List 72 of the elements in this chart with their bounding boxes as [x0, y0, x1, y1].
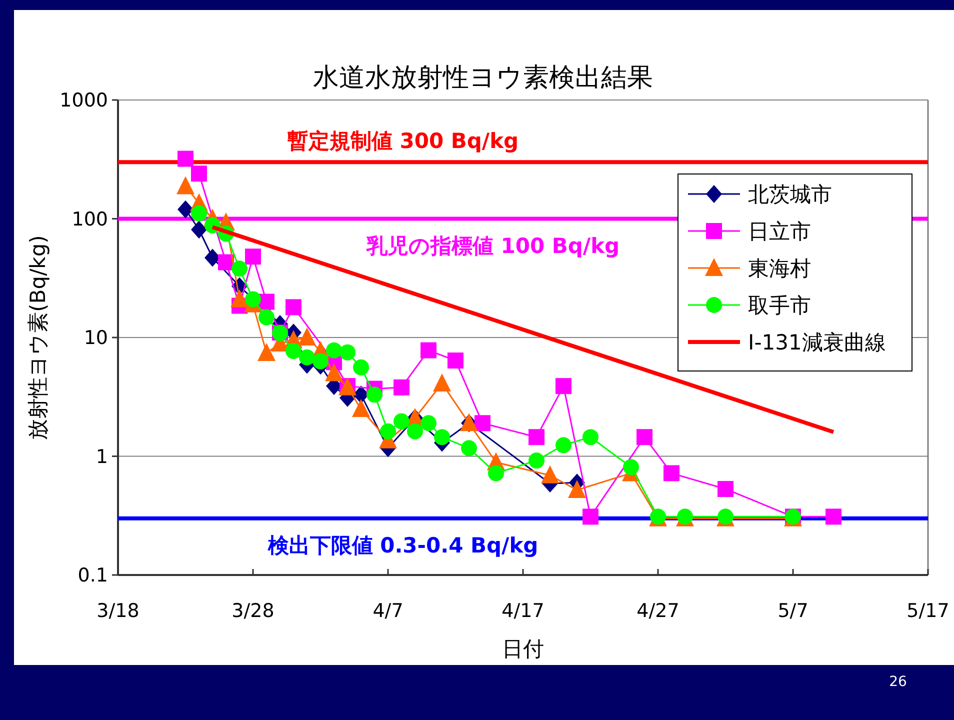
- point: [420, 415, 436, 432]
- point: [474, 415, 490, 432]
- point: [448, 352, 464, 369]
- ref-line-label: 暫定規制値 300 Bq/kg: [287, 129, 519, 154]
- point: [326, 342, 342, 358]
- x-tick-label: 3/28: [232, 600, 274, 622]
- point: [461, 440, 477, 456]
- point: [176, 176, 194, 194]
- point: [191, 205, 207, 222]
- x-tick-label: 5/7: [778, 600, 808, 622]
- y-tick-label: 100: [72, 208, 108, 230]
- point: [623, 459, 639, 476]
- point: [556, 437, 572, 454]
- point: [286, 299, 302, 316]
- ref-line-label: 検出下限値 0.3-0.4 Bq/kg: [266, 533, 538, 558]
- point: [556, 378, 572, 394]
- y-axis-title: 放射性ヨウ素(Bq/kg): [26, 235, 50, 440]
- point: [258, 309, 274, 326]
- point: [394, 413, 410, 430]
- point: [528, 429, 544, 446]
- point: [245, 248, 261, 265]
- point: [232, 260, 248, 277]
- y-tick-label: 1000: [60, 90, 108, 112]
- x-tick-label: 4/7: [372, 600, 404, 622]
- point: [664, 465, 680, 482]
- point: [826, 508, 842, 525]
- legend-label: I-131減衰曲線: [748, 330, 886, 355]
- x-tick-label: 3/18: [96, 600, 140, 622]
- x-tick-label: 4/17: [502, 600, 544, 622]
- legend-label: 東海村: [748, 256, 811, 281]
- point: [178, 200, 194, 218]
- point: [718, 480, 734, 497]
- point: [191, 220, 207, 239]
- point: [353, 359, 369, 376]
- point: [394, 379, 410, 396]
- text: 26: [889, 674, 907, 690]
- chart-title: 水道水放射性ヨウ素検出結果: [313, 63, 653, 93]
- point: [245, 291, 261, 308]
- ref-line-label: 乳児の指標値 100 Bq/kg: [365, 234, 620, 258]
- point: [325, 363, 343, 382]
- point: [286, 342, 302, 359]
- y-tick-label: 1: [96, 446, 108, 468]
- point: [312, 353, 328, 370]
- point: [420, 342, 436, 358]
- x-axis-title: 日付: [502, 637, 544, 661]
- legend-label: 日立市: [748, 220, 811, 244]
- point: [380, 423, 396, 440]
- x-tick-label: 4/27: [636, 600, 680, 622]
- point: [636, 429, 652, 446]
- point: [191, 166, 207, 182]
- legend-label: 北茨城市: [748, 182, 832, 207]
- point: [230, 289, 248, 308]
- point: [528, 452, 544, 469]
- point: [352, 398, 370, 417]
- x-tick-label: 5/17: [906, 600, 950, 622]
- point: [582, 429, 598, 446]
- y-tick-label: 10: [84, 327, 108, 350]
- point: [488, 465, 504, 482]
- point: [298, 328, 316, 346]
- point: [433, 373, 451, 392]
- point: [582, 508, 598, 525]
- point: [258, 343, 276, 362]
- point: [178, 150, 194, 167]
- point: [541, 465, 559, 484]
- point: [299, 349, 315, 366]
- y-tick-label: 0.1: [78, 564, 108, 587]
- point: [568, 480, 586, 498]
- legend-label: 取手市: [748, 294, 811, 318]
- point: [366, 386, 382, 403]
- point: [434, 429, 450, 446]
- point: [340, 344, 356, 360]
- point: [407, 423, 423, 440]
